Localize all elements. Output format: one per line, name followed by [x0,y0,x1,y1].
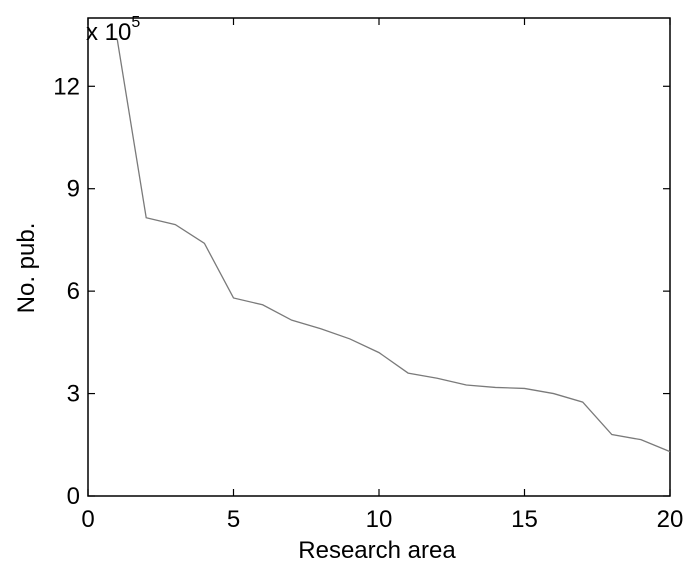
y-multiplier: x 105 [86,14,140,46]
x-tick-label: 15 [511,506,538,533]
plot-area [87,17,671,497]
x-tick-label: 10 [366,506,393,533]
y-ticks: 0 3 6 9 12 [53,73,670,510]
x-ticks: 0 5 10 15 20 [81,18,683,533]
y-multiplier-base: x 10 [86,19,131,46]
y-tick-label: 0 [67,483,80,510]
y-multiplier-exponent: 5 [131,14,140,31]
x-tick-label: 5 [227,506,240,533]
x-tick-label: 0 [81,506,94,533]
x-tick-label: 20 [657,506,684,533]
x-axis-label: Research area [298,537,456,564]
y-tick-label: 6 [67,278,80,305]
y-tick-label: 3 [67,381,80,408]
y-tick-label: 12 [53,73,80,100]
y-axis-label: No. pub. [13,223,40,314]
y-tick-label: 9 [67,176,80,203]
series-line [116,38,671,453]
